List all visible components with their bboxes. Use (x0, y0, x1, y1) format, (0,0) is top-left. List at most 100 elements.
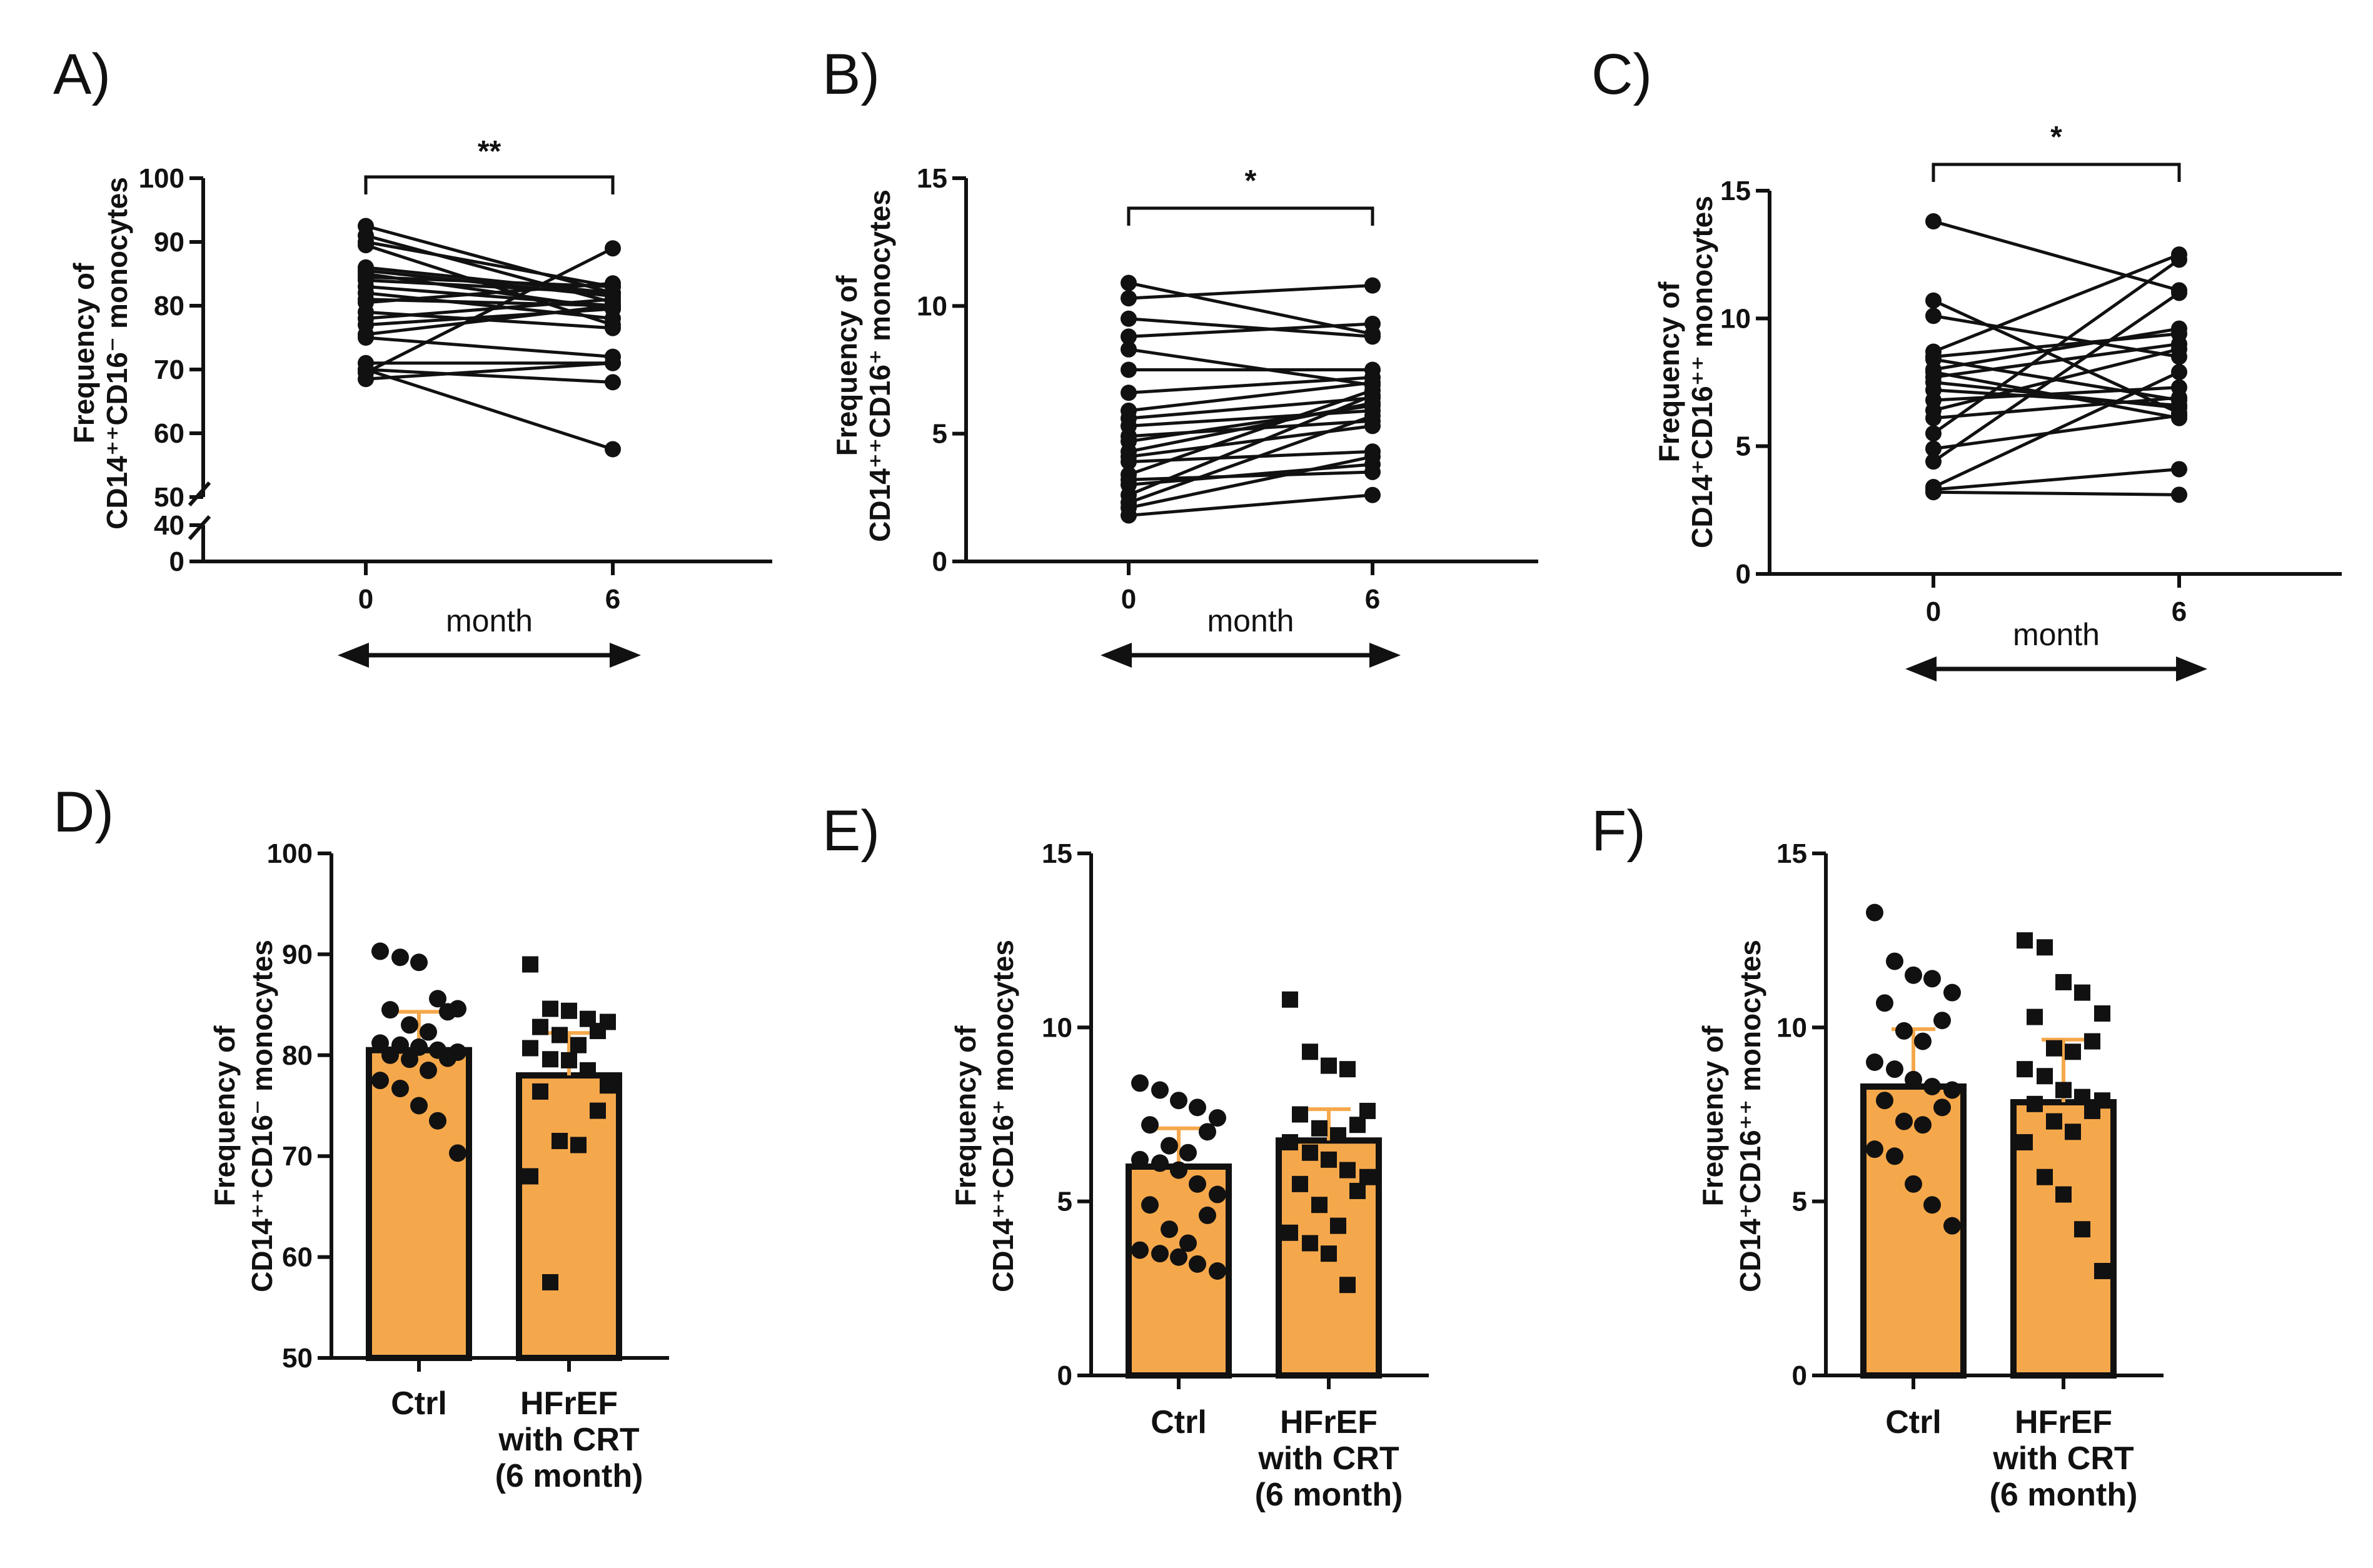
point-square (1311, 1197, 1328, 1214)
point-circle (1151, 1154, 1169, 1172)
point-square (2074, 984, 2090, 1001)
point-square (1282, 991, 1298, 1008)
paired-line (1128, 284, 1373, 300)
point-square (1321, 1245, 1337, 1262)
point-month-6 (605, 374, 621, 391)
category-sublabel: with CRT (1257, 1440, 1399, 1477)
significance-label: ** (478, 135, 501, 168)
point-circle (371, 942, 389, 960)
data-points (1925, 213, 2187, 503)
point-circle (1131, 1241, 1149, 1259)
point-square (1330, 1217, 1346, 1234)
point-circle (1905, 966, 1922, 984)
axis-break-mark (188, 515, 211, 540)
point-circle (449, 1144, 466, 1162)
axis-break-mark (188, 481, 211, 506)
point-square (1302, 1043, 1318, 1060)
point-circle (1141, 1116, 1159, 1134)
point-square (2074, 1221, 2090, 1238)
paired-lines (1128, 281, 1373, 517)
point-circle (420, 1023, 437, 1041)
point-month-6 (2171, 251, 2187, 268)
significance-bracket (1127, 206, 1374, 226)
point-month-0 (1121, 507, 1137, 524)
point-month-0 (1121, 384, 1137, 401)
bar-ctrl: Ctrl (1860, 903, 1967, 1440)
y-axis-label: Frequency ofCD14⁺⁺CD16⁺ monocytes (830, 189, 896, 542)
y-tick-label: 5 (1792, 1187, 1807, 1217)
y-tick-label: 100 (139, 163, 184, 194)
arrow-left-head (338, 643, 369, 668)
paired-line (1932, 258, 2180, 435)
y-tick-label: 15 (917, 163, 947, 194)
point-circle (1170, 1161, 1187, 1179)
point-circle (1170, 1092, 1187, 1110)
significance-label: * (2050, 121, 2062, 154)
paired-line (1933, 347, 2180, 412)
point-square (1321, 1057, 1337, 1074)
point-circle (371, 1034, 389, 1052)
point-square (552, 1132, 568, 1149)
y-tick-label: 0 (932, 546, 947, 577)
panel-letter: C) (1591, 43, 1652, 106)
point-month-0 (358, 371, 374, 388)
point-square (1339, 1061, 1356, 1078)
point-month-6 (1364, 328, 1381, 345)
point-circle (1179, 1234, 1197, 1252)
point-square (2027, 1008, 2043, 1025)
x-tick-label: 0 (1121, 584, 1136, 615)
point-square (2017, 932, 2033, 949)
point-square (590, 1102, 606, 1119)
paired-line (1933, 414, 2180, 451)
point-circle (1943, 1217, 1961, 1235)
point-circle (1151, 1245, 1169, 1263)
x-axis-label: month (446, 603, 533, 638)
category-sublabel: (6 month) (1255, 1477, 1403, 1513)
paired-line (365, 278, 613, 295)
paired-line (1933, 370, 2180, 420)
significance-label: * (1245, 164, 1257, 198)
y-tick-label: 70 (154, 354, 184, 385)
point-circle (1179, 1143, 1197, 1162)
paired-line (365, 336, 613, 359)
point-month-6 (605, 319, 621, 336)
x-axis-label: month (1207, 603, 1294, 638)
point-circle (401, 1050, 418, 1068)
point-circle (1866, 903, 1883, 922)
point-square (542, 1051, 558, 1068)
point-month-0 (1925, 453, 1942, 470)
paired-line (365, 368, 613, 451)
paired-line (1128, 388, 1373, 476)
point-circle (1131, 1150, 1149, 1168)
paired-line (1128, 414, 1373, 505)
point-square (580, 1062, 596, 1079)
arrow-left-head (1101, 643, 1132, 668)
point-circle (1189, 1255, 1206, 1273)
category-label: Ctrl (1151, 1404, 1207, 1440)
point-month-0 (1925, 440, 1942, 457)
point-circle (1923, 1196, 1941, 1214)
point-square (2084, 1033, 2100, 1050)
y-tick-label: 10 (1042, 1012, 1072, 1043)
y-tick-label: 0 (1736, 559, 1751, 590)
point-square (1321, 1151, 1337, 1168)
paired-line (1128, 376, 1373, 395)
point-circle (429, 1112, 446, 1130)
paired-line (1933, 388, 2180, 407)
point-square (1302, 1144, 1318, 1161)
point-month-6 (1364, 486, 1381, 503)
panel-e: E) 0 5 10 15 Frequency of CD14⁺⁺CD16⁺ monocyte… (822, 799, 1429, 1513)
point-square (600, 1077, 616, 1094)
y-tick-label: 0 (169, 546, 184, 577)
point-month-6 (2171, 341, 2187, 358)
point-month-6 (605, 441, 621, 458)
y-tick-label: 15 (1042, 838, 1072, 869)
point-circle (439, 1003, 456, 1021)
y-axis-label: Frequency ofCD14⁺CD16⁺⁺ monocytes (1653, 196, 1718, 548)
point-square (1292, 1175, 1308, 1192)
point-square (532, 1083, 548, 1100)
x-axis-label: month (2013, 617, 2100, 652)
point-circle (1209, 1185, 1226, 1204)
